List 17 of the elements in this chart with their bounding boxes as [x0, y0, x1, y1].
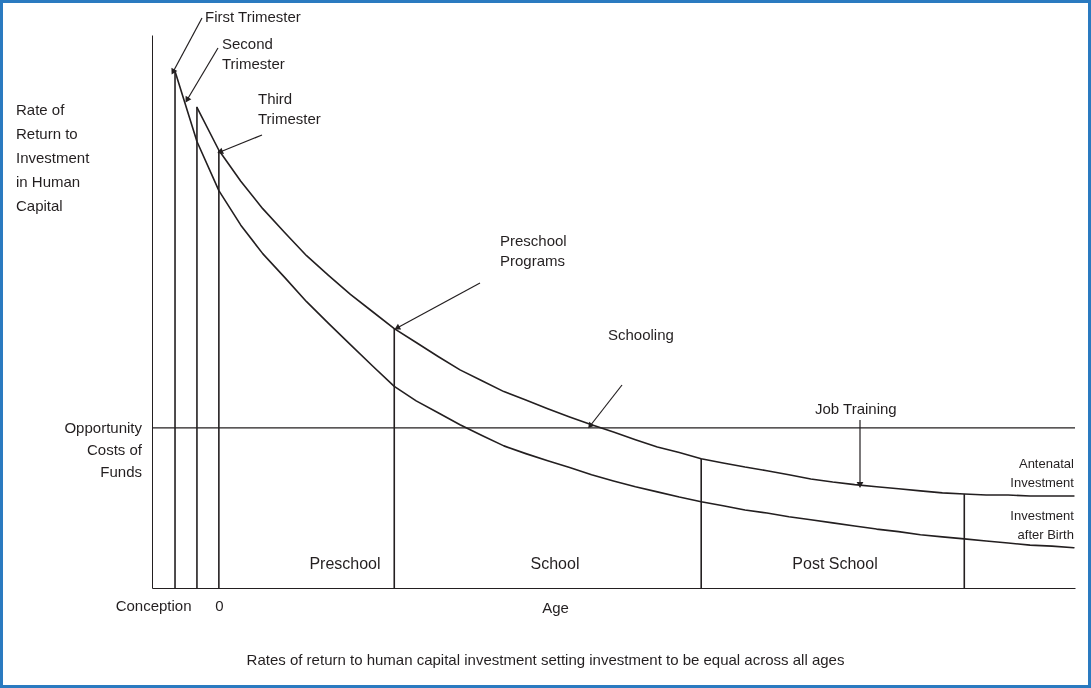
- annotation: Second Trimester: [222, 35, 285, 72]
- annotation: Preschool: [309, 555, 381, 572]
- y-axis-title: Rate of Return to Investment in Human Capital: [16, 101, 91, 214]
- text: Rates of return to human capital investment setting investment to be equal across all ages: [246, 651, 845, 668]
- x-tick-label: 0: [215, 596, 224, 614]
- x-axis-title: Age: [542, 598, 569, 616]
- series-label: Investment after Birth: [1010, 507, 1075, 542]
- series-label: Antenatal Investment: [1010, 456, 1075, 491]
- annotation: Schooling: [608, 326, 674, 343]
- annotation: Third Trimester: [258, 90, 321, 127]
- annotation: Post School: [792, 555, 878, 572]
- annotation: Job Training: [815, 400, 897, 417]
- text: First Trimester: [205, 8, 301, 25]
- annotation: School: [530, 555, 580, 572]
- annotation: Preschool Programs: [500, 232, 567, 269]
- ref-line-label: Opportunity Costs of Funds: [64, 418, 143, 480]
- x-tick-label: Conception: [115, 596, 192, 614]
